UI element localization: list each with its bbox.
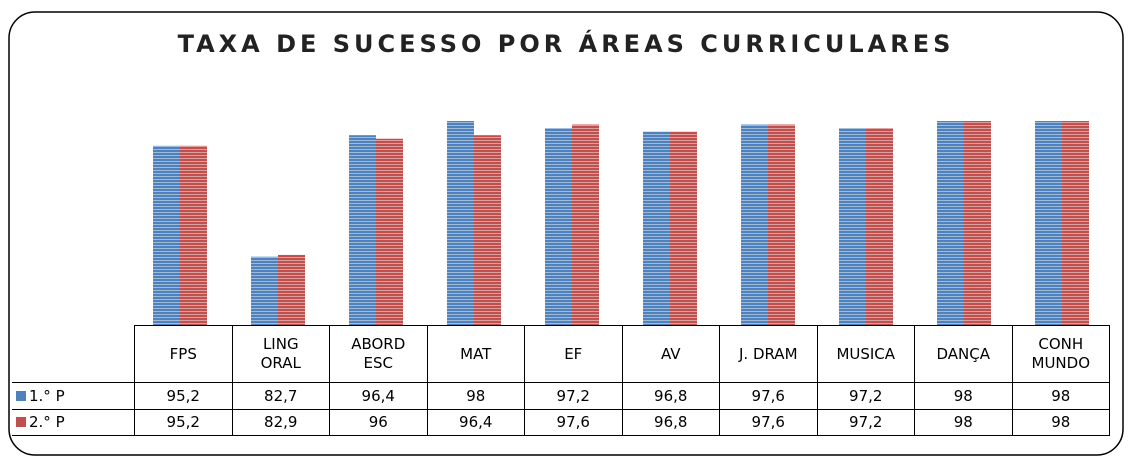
category-label: LING ORAL xyxy=(231,325,330,383)
value-label: 97,6 xyxy=(719,408,818,436)
bar xyxy=(643,131,670,325)
value-label: 97,2 xyxy=(816,382,915,410)
bar xyxy=(474,135,501,325)
value-label: 96,8 xyxy=(621,408,720,436)
category-label: EF xyxy=(524,325,623,383)
value-label: 96,4 xyxy=(426,408,525,436)
bar xyxy=(572,124,599,326)
value-label: 82,9 xyxy=(231,408,330,436)
category-label: MAT xyxy=(426,325,525,383)
table-corner xyxy=(12,325,135,383)
legend-entry: 1.° P xyxy=(12,382,135,410)
data-table: FPS LING ORAL ABORD ESC MAT EF AV J. DRAM MUSIC… xyxy=(12,325,1110,436)
value-label: 82,7 xyxy=(231,382,330,410)
category-label: FPS xyxy=(134,325,233,383)
bar xyxy=(180,145,207,325)
bar xyxy=(937,121,964,325)
value-label: 97,6 xyxy=(524,408,623,436)
category-label: J. DRAM xyxy=(719,325,818,383)
bar xyxy=(839,128,866,325)
value-label: 98 xyxy=(914,382,1013,410)
value-label: 97,2 xyxy=(524,382,623,410)
category-label: CONH MUNDO xyxy=(1011,325,1110,383)
value-label: 96 xyxy=(329,408,428,436)
value-label: 97,2 xyxy=(816,408,915,436)
value-label: 95,2 xyxy=(134,408,233,436)
legend-swatch xyxy=(16,390,26,401)
legend-label: 2.° P xyxy=(29,413,65,432)
value-label: 98 xyxy=(914,408,1013,436)
bar xyxy=(376,138,403,325)
bar xyxy=(545,128,572,325)
legend-label: 1.° P xyxy=(29,386,65,405)
bar xyxy=(866,128,893,325)
bar xyxy=(768,124,795,326)
value-label: 95,2 xyxy=(134,382,233,410)
value-label: 97,6 xyxy=(719,382,818,410)
value-label: 98 xyxy=(426,382,525,410)
value-label: 96,8 xyxy=(621,382,720,410)
category-label: MUSICA xyxy=(816,325,915,383)
bar xyxy=(1062,121,1089,325)
bar xyxy=(741,124,768,326)
bar xyxy=(670,131,697,325)
legend-entry: 2.° P xyxy=(12,408,135,436)
bar xyxy=(153,145,180,325)
category-label: ABORD ESC xyxy=(329,325,428,383)
bar xyxy=(964,121,991,325)
bar xyxy=(1035,121,1062,325)
chart-title: TAXA DE SUCESSO POR ÁREAS CURRICULARES xyxy=(177,30,955,58)
category-label: AV xyxy=(621,325,720,383)
category-label: DANÇA xyxy=(914,325,1013,383)
bar xyxy=(278,254,305,325)
bar xyxy=(447,121,474,325)
bar xyxy=(349,135,376,325)
value-label: 98 xyxy=(1011,408,1110,436)
frame xyxy=(8,11,1124,456)
legend-swatch xyxy=(16,417,26,428)
bar xyxy=(251,256,278,325)
value-label: 96,4 xyxy=(329,382,428,410)
value-label: 98 xyxy=(1011,382,1110,410)
